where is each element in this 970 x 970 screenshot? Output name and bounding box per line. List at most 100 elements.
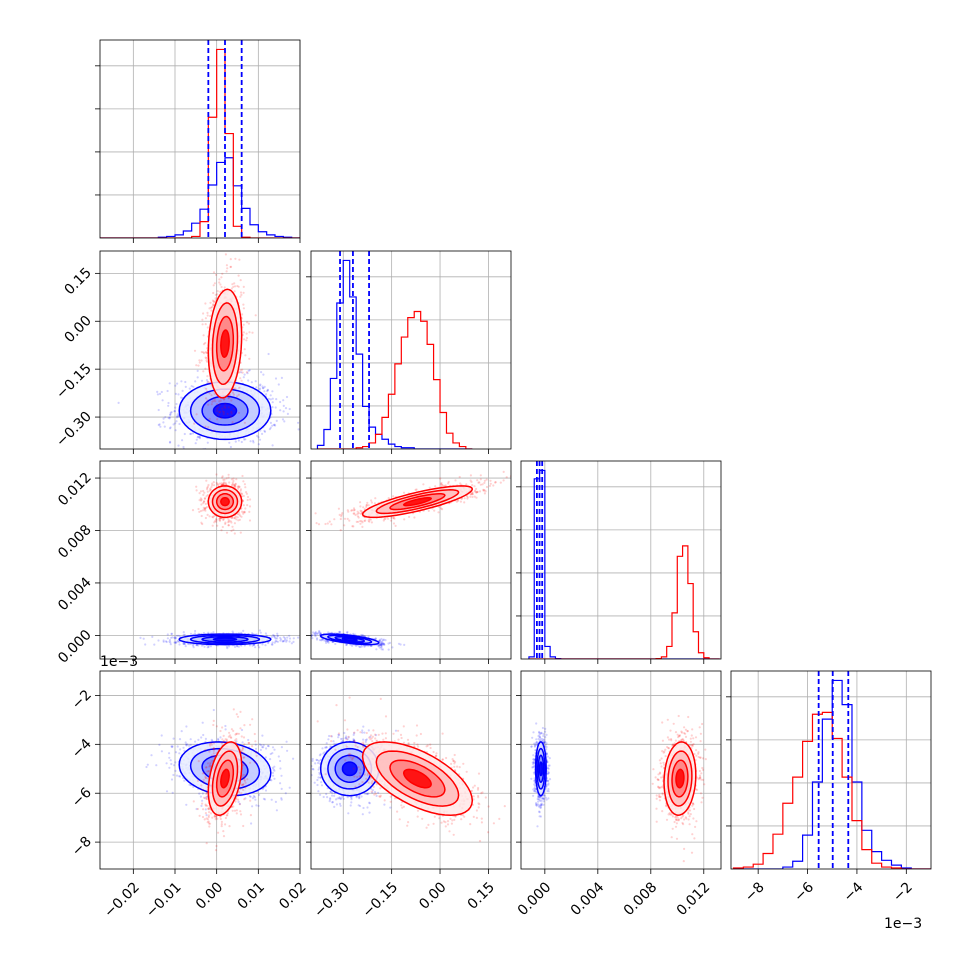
- scatter-point: [479, 483, 482, 486]
- scatter-point: [245, 332, 248, 335]
- scatter-point: [248, 519, 252, 522]
- scatter-point: [366, 501, 369, 504]
- scatter-point: [327, 641, 330, 644]
- scatter-point: [388, 641, 392, 645]
- scatter-point: [198, 359, 201, 362]
- scatter-point: [216, 418, 219, 421]
- scatter-point: [202, 312, 205, 315]
- scatter-point: [192, 646, 195, 649]
- scatter-point: [243, 483, 246, 486]
- scatter-point: [361, 633, 364, 637]
- scatter-point: [230, 516, 233, 520]
- scatter-point: [389, 519, 393, 522]
- scatter-point: [227, 476, 230, 479]
- scatter-point: [367, 504, 370, 507]
- scatter-point: [218, 404, 221, 407]
- scatter-point: [206, 441, 209, 444]
- scatter-point: [284, 407, 288, 410]
- scatter-point: [202, 351, 205, 354]
- scatter-point: [206, 486, 209, 489]
- scatter-point: [216, 409, 219, 413]
- scatter-point: [211, 515, 214, 519]
- scatter-point: [168, 638, 172, 642]
- scatter-point: [246, 372, 249, 375]
- scatter-point: [156, 393, 159, 396]
- scatter-point: [180, 396, 183, 399]
- scatter-point: [237, 513, 240, 516]
- scatter-point: [331, 640, 334, 644]
- scatter-point: [216, 483, 220, 486]
- scatter-point: [209, 314, 212, 318]
- scatter-point: [285, 640, 288, 643]
- scatter-point: [227, 397, 230, 400]
- scatter-point: [286, 412, 289, 415]
- scatter-point: [397, 642, 401, 645]
- scatter-point: [275, 640, 278, 643]
- scatter-point: [292, 640, 295, 644]
- scatter-point: [345, 643, 348, 647]
- panel-1-1: [306, 250, 512, 454]
- scatter-point: [235, 515, 238, 518]
- scatter-point: [173, 410, 176, 413]
- scatter-point: [381, 642, 384, 646]
- scatter-point: [274, 424, 277, 427]
- scatter-point: [204, 425, 207, 428]
- scatter-point: [245, 491, 248, 494]
- y-tick-label: 0.004: [55, 574, 95, 614]
- scatter-point: [222, 518, 225, 521]
- scatter-point: [469, 495, 472, 498]
- scatter-point: [242, 480, 245, 483]
- scatter-point: [223, 397, 226, 401]
- scatter-point: [262, 373, 265, 376]
- scatter-point: [158, 392, 162, 395]
- scatter-point: [227, 406, 230, 409]
- scatter-point: [242, 303, 245, 306]
- scatter-point: [202, 370, 205, 373]
- scatter-point: [204, 302, 207, 305]
- scatter-point: [279, 636, 282, 640]
- scatter-point: [211, 482, 214, 485]
- scatter-layer: [139, 473, 300, 650]
- scatter-point: [363, 635, 366, 638]
- scatter-point: [239, 295, 242, 298]
- scatter-point: [229, 520, 232, 523]
- scatter-point: [188, 643, 191, 646]
- scatter-point: [440, 483, 443, 486]
- axes-frame: [310, 250, 512, 450]
- scatter-point: [231, 481, 234, 484]
- scatter-point: [239, 369, 242, 372]
- scatter-point: [167, 416, 170, 419]
- scatter-point: [196, 436, 199, 439]
- scatter-point: [168, 417, 171, 420]
- scatter-point: [200, 359, 203, 362]
- scatter-point: [380, 644, 383, 647]
- scatter-point: [171, 636, 174, 639]
- scatter-point: [228, 394, 232, 397]
- scatter-point: [224, 403, 227, 406]
- scatter-point: [380, 643, 383, 646]
- scatter-point: [474, 490, 477, 493]
- scatter-point: [219, 417, 222, 420]
- scatter-point: [204, 502, 207, 505]
- scatter-point: [471, 492, 474, 495]
- scatter-point: [219, 517, 222, 520]
- scatter-point: [243, 373, 246, 376]
- scatter-point: [361, 525, 364, 529]
- scatter-point: [222, 518, 225, 522]
- scatter-point: [206, 513, 209, 517]
- scatter-point: [204, 509, 207, 512]
- scatter-point: [231, 630, 234, 633]
- scatter-point: [222, 483, 225, 486]
- scatter-point: [273, 423, 276, 426]
- y-tick-label: −0.15: [53, 361, 95, 403]
- scatter-point: [248, 510, 251, 513]
- scatter-point: [230, 410, 233, 413]
- scatter-point: [215, 407, 218, 410]
- scatter-point: [200, 498, 203, 501]
- scatter-point: [195, 485, 198, 488]
- scatter-point: [259, 631, 262, 634]
- scatter-point: [254, 314, 257, 317]
- scatter-point: [202, 631, 205, 635]
- scatter-point: [239, 377, 242, 380]
